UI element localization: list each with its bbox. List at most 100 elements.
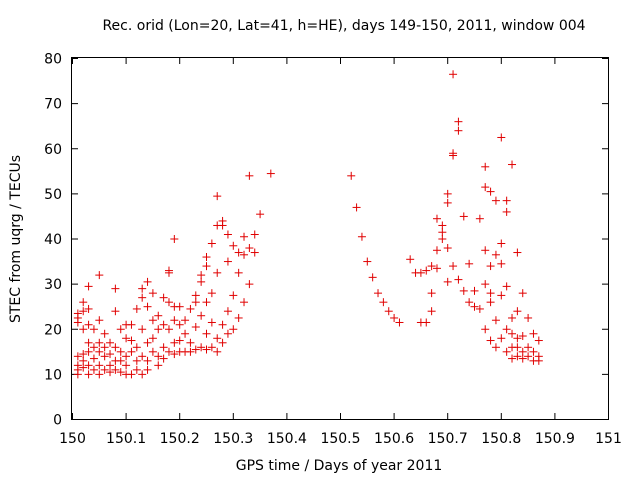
data-point	[95, 361, 104, 370]
data-point	[518, 354, 527, 363]
data-point	[497, 259, 506, 268]
data-point	[79, 325, 88, 334]
x-tick-label: 150.6	[374, 431, 414, 447]
data-point	[491, 250, 500, 259]
data-point	[197, 343, 206, 352]
data-point	[245, 171, 254, 180]
data-point	[181, 316, 190, 325]
y-axis-label: STEC from uqrg / TECUs	[8, 155, 24, 323]
data-point	[127, 370, 136, 379]
data-point	[170, 235, 179, 243]
x-tick-label: 151	[595, 431, 622, 447]
data-point	[84, 338, 93, 347]
data-point	[465, 298, 474, 307]
x-tick-label: 150.7	[428, 431, 468, 447]
x-axis-label: GPS time / Days of year 2011	[236, 458, 443, 474]
data-point	[481, 246, 490, 255]
data-point	[111, 307, 120, 316]
data-point	[223, 307, 232, 316]
data-point	[481, 280, 490, 289]
data-point	[513, 248, 522, 257]
y-tick-label: 50	[44, 187, 62, 203]
data-point	[223, 257, 232, 266]
data-point	[459, 212, 468, 221]
data-point	[175, 302, 184, 311]
data-point	[191, 345, 200, 354]
data-point	[191, 298, 200, 307]
data-point	[79, 307, 88, 316]
data-point	[518, 289, 527, 298]
data-point	[427, 289, 436, 298]
data-point	[191, 291, 200, 300]
data-point	[502, 196, 511, 205]
y-tick-label: 10	[44, 367, 62, 383]
data-point	[202, 345, 211, 354]
data-point	[256, 210, 265, 219]
data-point	[138, 325, 147, 334]
data-point	[79, 356, 88, 365]
data-point	[234, 268, 243, 277]
data-point	[143, 356, 152, 365]
data-point	[218, 221, 227, 230]
data-point	[202, 253, 211, 262]
data-point	[95, 316, 104, 325]
x-tick-label: 150.3	[213, 431, 253, 447]
data-point	[529, 347, 538, 356]
data-point	[186, 347, 195, 356]
data-point	[79, 298, 88, 307]
data-point	[449, 262, 458, 271]
x-axis: 150 150.1 150.2 150.3 150.4 150.5 150.6 150.7 15…	[59, 58, 622, 447]
data-point	[143, 302, 152, 311]
data-point	[116, 368, 125, 377]
data-point	[148, 334, 157, 343]
y-axis: 0 10 20 30 40 50 60 70 80	[44, 52, 608, 429]
data-point	[111, 365, 120, 374]
data-point	[84, 361, 93, 370]
data-point	[95, 338, 104, 347]
data-point	[84, 304, 93, 313]
data-point	[218, 320, 227, 329]
data-points	[73, 70, 543, 379]
data-point	[486, 298, 495, 307]
data-point	[250, 230, 259, 239]
data-point	[148, 316, 157, 325]
data-point	[127, 320, 136, 329]
data-point	[84, 347, 93, 356]
data-point	[73, 352, 82, 361]
data-point	[454, 117, 463, 126]
data-point	[213, 268, 222, 277]
data-point	[159, 320, 168, 329]
data-point	[186, 304, 195, 313]
data-point	[207, 289, 216, 298]
data-point	[438, 228, 447, 237]
data-point	[170, 350, 179, 359]
data-point	[524, 313, 533, 322]
data-point	[427, 307, 436, 316]
data-point	[186, 338, 195, 347]
data-point	[390, 313, 399, 322]
data-point	[159, 354, 168, 363]
data-point	[79, 363, 88, 372]
data-point	[449, 70, 458, 79]
data-point	[191, 322, 200, 331]
data-point	[508, 354, 517, 363]
data-point	[175, 336, 184, 345]
data-point	[138, 284, 147, 293]
data-point	[486, 289, 495, 298]
x-tick-label: 150.8	[481, 431, 521, 447]
data-point	[73, 318, 82, 327]
data-point	[438, 235, 447, 243]
x-tick-label: 150.1	[106, 431, 146, 447]
data-point	[250, 248, 259, 257]
chart-title: Rec. orid (Lon=20, Lat=41, h=HE), days 1…	[102, 18, 585, 34]
data-point	[416, 268, 425, 277]
data-point	[159, 343, 168, 352]
data-point	[84, 370, 93, 379]
data-point	[84, 282, 93, 291]
data-point	[116, 325, 125, 334]
data-point	[100, 343, 109, 352]
data-point	[475, 304, 484, 313]
data-point	[534, 336, 543, 345]
data-point	[106, 350, 115, 359]
data-point	[170, 338, 179, 347]
